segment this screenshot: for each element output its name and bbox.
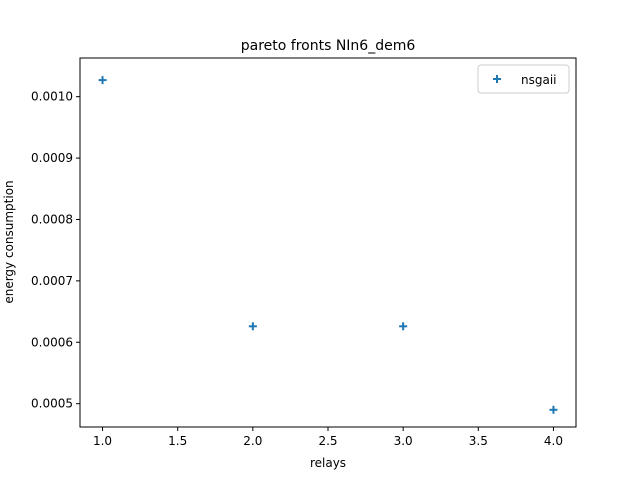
y-tick-label: 0.0008 (31, 212, 73, 226)
x-tick-label: 1.5 (168, 434, 187, 448)
y-tick-label: 0.0006 (31, 335, 73, 349)
data-point (399, 322, 408, 331)
legend-label-nsgaii: nsgaii (521, 73, 557, 87)
x-axis-label: relays (310, 456, 346, 470)
y-axis: 0.0005 0.0006 0.0007 0.0008 0.0009 0.0010 (31, 90, 80, 411)
data-point (549, 405, 558, 414)
legend-marker-nsgaii (493, 75, 501, 83)
x-tick-label: 3.5 (469, 434, 488, 448)
legend-marker-plus (493, 75, 501, 83)
x-tick-label: 2.5 (318, 434, 337, 448)
x-tick-label: 2.0 (243, 434, 262, 448)
chart-title: pareto fronts NIn6_dem6 (241, 38, 416, 54)
x-axis: 1.0 1.5 2.0 2.5 3.0 3.5 4.0 (93, 427, 563, 448)
y-axis-label: energy consumption (2, 180, 16, 303)
data-point (98, 76, 107, 85)
x-tick-label: 4.0 (544, 434, 563, 448)
y-tick-label: 0.0010 (31, 90, 73, 104)
legend: nsgaii (477, 64, 570, 94)
y-tick-label: 0.0007 (31, 274, 73, 288)
y-tick-label: 0.0009 (31, 151, 73, 165)
x-tick-label: 1.0 (93, 434, 112, 448)
data-point (248, 322, 257, 331)
legend-box (477, 64, 570, 94)
x-tick-label: 3.0 (394, 434, 413, 448)
scatter-series (98, 76, 558, 414)
y-tick-label: 0.0005 (31, 397, 73, 411)
